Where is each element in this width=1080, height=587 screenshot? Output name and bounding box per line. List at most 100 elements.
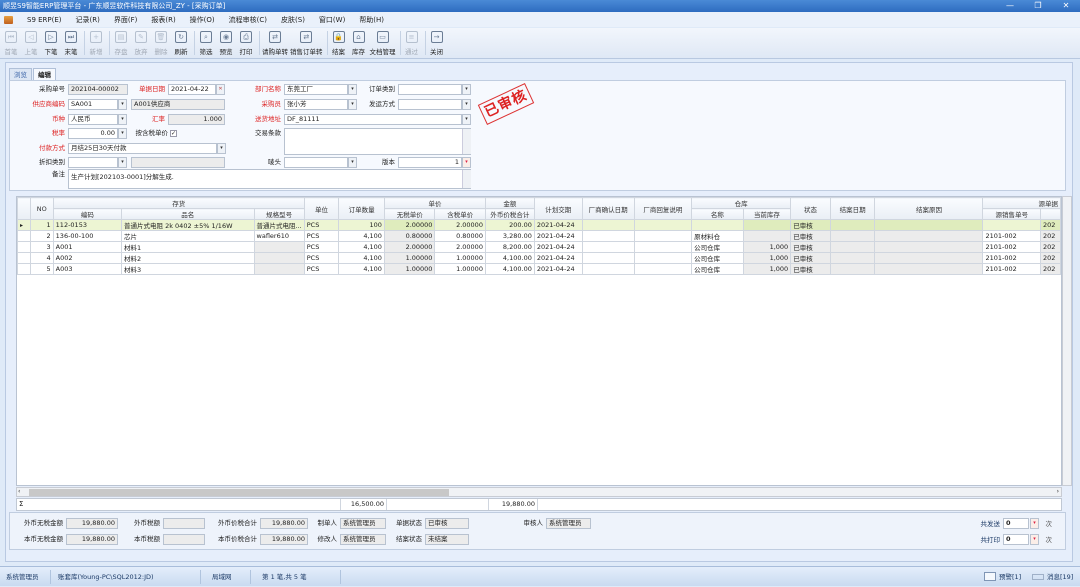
toolbar-button-18[interactable]: → 关闭 xyxy=(428,28,446,58)
cell-src-date[interactable]: 202 xyxy=(1039,263,1061,275)
table-row[interactable]: 2 136-00-100 芯片 wafler610 PCS 4,100 0.80000 0.8… xyxy=(17,230,1061,242)
cell-no[interactable]: 4 xyxy=(29,252,54,264)
cell-unit[interactable]: PCS xyxy=(303,263,340,275)
cell-unit[interactable]: PCS xyxy=(303,241,340,253)
cell-close-date[interactable] xyxy=(829,230,876,242)
cell-confirm-date[interactable] xyxy=(581,252,635,264)
menu-window[interactable]: 窗口(W) xyxy=(318,15,346,24)
buyer-field[interactable]: 张小芳 xyxy=(284,99,348,110)
table-row[interactable]: 3 A001 材料1 PCS 4,100 2.00000 2.00000 8,200.00 20… xyxy=(17,241,1061,253)
cell-amount-fc[interactable]: 4,100.00 xyxy=(484,263,535,275)
cell-price-in[interactable]: 2.00000 xyxy=(434,241,486,253)
cell-stock[interactable]: 1,000 xyxy=(742,263,792,275)
row-indicator-icon[interactable]: ▸ xyxy=(17,219,31,231)
cell-status[interactable]: 已审核 xyxy=(790,252,831,264)
tax-rate-dropdown-icon[interactable]: ▾ xyxy=(118,128,127,139)
shipping-mark-field[interactable] xyxy=(284,157,348,168)
cell-code[interactable]: A001 xyxy=(52,241,123,253)
toolbar-button-3[interactable]: ⏭ 末笔 xyxy=(62,28,80,58)
toolbar-button-15[interactable]: ⌂ 库存 xyxy=(350,28,368,58)
alert-monitor-icon[interactable] xyxy=(984,572,996,581)
toolbar-button-4[interactable]: + 新增 xyxy=(87,28,105,58)
tab-edit[interactable]: 编辑 xyxy=(33,68,56,81)
cell-wh-name[interactable]: 公司仓库 xyxy=(691,241,744,253)
table-row[interactable]: ▸ 1 112-0153 普通片式电阻 2k 0402 ±5% 1/16W 普通片式电阻… xyxy=(17,219,1061,231)
cell-wh-name[interactable]: 公司仓库 xyxy=(691,263,744,275)
cell-close-date[interactable] xyxy=(829,252,876,264)
toolbar-button-11[interactable]: ⎙ 打印 xyxy=(237,28,255,58)
cell-src-no[interactable]: 2101-002 xyxy=(982,241,1041,253)
cell-code[interactable]: 112-0153 xyxy=(52,219,123,231)
cell-delivery[interactable]: 2021-04-24 xyxy=(533,252,583,264)
cell-amount-fc[interactable]: 4,100.00 xyxy=(484,252,535,264)
cell-wh-name[interactable]: 公司仓库 xyxy=(691,252,744,264)
cell-qty[interactable]: 4,100 xyxy=(338,252,385,264)
cell-name[interactable]: 芯片 xyxy=(121,230,255,242)
tab-browse[interactable]: 浏览 xyxy=(9,68,32,80)
cell-reply[interactable] xyxy=(633,241,693,253)
cell-reply[interactable] xyxy=(633,263,693,275)
cell-wh-name[interactable] xyxy=(691,219,744,231)
header-warehouse-name[interactable]: 名称 xyxy=(691,208,744,220)
cell-close-reason[interactable] xyxy=(874,230,984,242)
version-field[interactable]: 1 xyxy=(398,157,462,168)
cell-code[interactable]: A002 xyxy=(52,252,123,264)
row-indicator-icon[interactable] xyxy=(17,230,31,242)
address-dropdown-icon[interactable]: ▾ xyxy=(462,114,471,125)
menu-skin[interactable]: 皮肤(S) xyxy=(281,15,305,24)
cell-spec[interactable] xyxy=(253,263,305,275)
cell-confirm-date[interactable] xyxy=(581,241,635,253)
cell-amount-fc[interactable]: 200.00 xyxy=(484,219,535,231)
cell-status[interactable]: 已审核 xyxy=(790,230,831,242)
toolbar-button-1[interactable]: ◁ 上笔 xyxy=(22,28,40,58)
cell-close-date[interactable] xyxy=(829,263,876,275)
po-number-field[interactable]: 202104-00002 xyxy=(68,84,128,95)
cell-src-no[interactable]: 2101-002 xyxy=(982,263,1041,275)
table-row[interactable]: 4 A002 材料2 PCS 4,100 1.00000 1.00000 4,100.00 20… xyxy=(17,252,1061,264)
cell-confirm-date[interactable] xyxy=(581,263,635,275)
cell-price-in[interactable]: 1.00000 xyxy=(434,263,486,275)
cell-unit[interactable]: PCS xyxy=(303,219,340,231)
cell-code[interactable]: 136-00-100 xyxy=(52,230,123,242)
trade-terms-scrollbar[interactable] xyxy=(462,129,471,154)
cell-qty[interactable]: 4,100 xyxy=(338,241,385,253)
header-source-no[interactable]: 源销售单号 xyxy=(982,208,1041,220)
cell-src-no[interactable]: 2101-002 xyxy=(982,252,1041,264)
currency-dropdown-icon[interactable]: ▾ xyxy=(118,114,127,125)
order-type-dropdown-icon[interactable]: ▾ xyxy=(462,84,471,95)
buyer-dropdown-icon[interactable]: ▾ xyxy=(348,99,357,110)
messages-link[interactable]: 消息[19] xyxy=(1047,573,1074,581)
toolbar-button-9[interactable]: ⌕ 筛选 xyxy=(197,28,215,58)
cell-close-reason[interactable] xyxy=(874,241,984,253)
tax-inclusive-checkbox[interactable]: ✓ xyxy=(170,130,177,137)
shipping-method-field[interactable] xyxy=(398,99,462,110)
cell-qty[interactable]: 100 xyxy=(338,219,385,231)
header-price-in[interactable]: 含税单价 xyxy=(434,208,486,220)
cell-price-ex[interactable]: 1.00000 xyxy=(383,263,436,275)
toolbar-button-8[interactable]: ↻ 刷新 xyxy=(172,28,190,58)
menu-workflow[interactable]: 流程审核(C) xyxy=(228,15,268,24)
toolbar-button-0[interactable]: ⏮ 首笔 xyxy=(2,28,20,58)
cell-reply[interactable] xyxy=(633,230,693,242)
cell-delivery[interactable]: 2021-04-24 xyxy=(533,263,583,275)
cell-price-ex[interactable]: 2.00000 xyxy=(383,241,436,253)
discount-type-field[interactable] xyxy=(68,157,118,168)
message-envelope-icon[interactable] xyxy=(1032,574,1044,580)
header-status[interactable]: 状态 xyxy=(790,197,831,220)
calendar-clear-icon[interactable]: ✕ xyxy=(216,84,225,95)
header-close-date[interactable]: 结案日期 xyxy=(829,197,876,220)
scroll-right-icon[interactable]: › xyxy=(1056,488,1059,495)
menu-interface[interactable]: 界面(F) xyxy=(113,15,138,24)
table-row[interactable]: 5 A003 材料3 PCS 4,100 1.00000 1.00000 4,100.00 20… xyxy=(17,263,1061,275)
menu-help[interactable]: 帮助(H) xyxy=(359,15,385,24)
scroll-left-icon[interactable]: ‹ xyxy=(18,488,21,495)
header-source-date[interactable] xyxy=(1039,208,1061,220)
cell-close-reason[interactable] xyxy=(874,252,984,264)
cell-no[interactable]: 3 xyxy=(29,241,54,253)
cell-close-date[interactable] xyxy=(829,241,876,253)
close-window-button[interactable]: ✕ xyxy=(1062,1,1070,10)
cell-price-ex[interactable]: 0.80000 xyxy=(383,230,436,242)
header-unit[interactable]: 单位 xyxy=(303,197,340,220)
header-close-reason[interactable]: 结案原因 xyxy=(874,197,984,220)
cell-stock[interactable] xyxy=(742,230,792,242)
